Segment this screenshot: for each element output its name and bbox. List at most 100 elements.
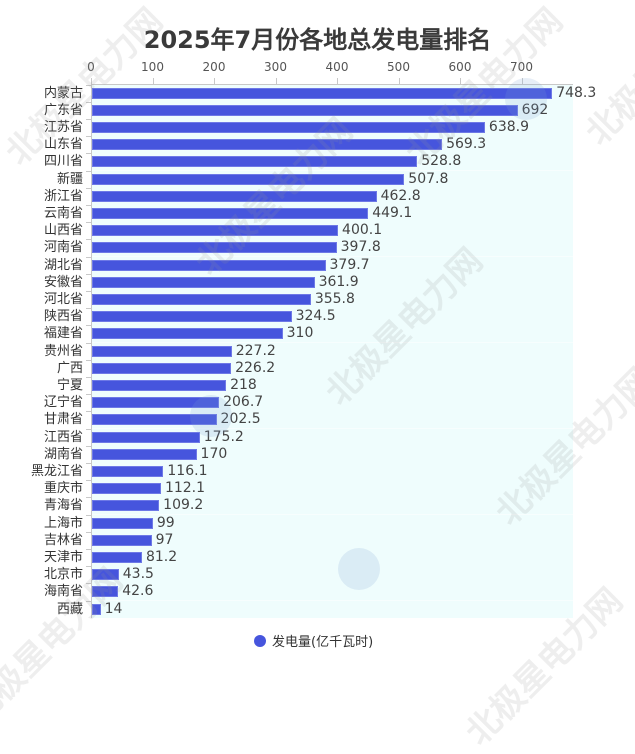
row-stripe [92,497,573,515]
bar-row: 河南省 397.8 [0,239,635,257]
row-stripe [92,583,573,601]
bar-row: 海南省 42.6 [0,583,635,601]
bar[interactable] [92,603,101,615]
value-label: 310 [286,325,314,342]
value-label: 43.5 [122,566,154,583]
bar-row: 贵州省 227.2 [0,342,635,360]
bar[interactable] [92,173,405,185]
value-label: 175.2 [203,428,244,445]
bar[interactable] [92,328,283,340]
y-tick [86,273,91,275]
category-label: 河北省 [43,291,83,307]
bar-row: 广东省 692 [0,101,635,119]
value-label: 218 [230,376,257,393]
category-label: 宁夏 [56,377,83,393]
bar-row: 湖南省 170 [0,445,635,463]
value-label: 227.2 [235,342,276,359]
bar-row: 江苏省 638.9 [0,118,635,137]
bar-row: 河北省 355.8 [0,290,635,309]
value-label: 42.6 [122,583,154,600]
value-label: 692 [521,101,549,118]
category-label: 江苏省 [43,119,83,135]
bar[interactable] [92,276,315,288]
y-tick [86,101,91,103]
x-tick [337,78,338,84]
category-label: 天津市 [43,549,83,565]
bar[interactable] [92,431,200,443]
legend[interactable]: 发电量(亿千瓦时) [254,631,373,650]
value-label: 638.9 [488,118,530,135]
bar[interactable] [92,414,217,426]
value-label: 355.8 [314,290,355,307]
bar[interactable] [92,104,518,116]
x-tick-label: 0 [87,60,95,74]
bar[interactable] [92,190,377,202]
bar-row: 山西省 400.1 [0,222,635,240]
category-label: 山西省 [43,223,83,239]
value-label: 361.9 [318,273,359,290]
bar-row: 辽宁省 206.7 [0,394,635,412]
y-tick [86,462,91,464]
bar[interactable] [92,225,339,237]
bar[interactable] [92,465,164,477]
category-label: 湖南省 [43,446,83,462]
value-label: 14 [104,600,123,617]
value-label: 202.5 [220,411,261,428]
bar[interactable] [92,397,220,409]
category-label: 吉林省 [43,532,83,548]
y-tick [86,359,91,361]
y-tick [86,583,91,585]
bar[interactable] [92,379,227,391]
row-stripe [92,480,573,498]
y-tick [86,222,91,224]
category-label: 陕西省 [43,309,83,325]
bar-row: 江西省 175.2 [0,428,635,446]
bar[interactable] [92,293,311,305]
y-tick [86,204,91,206]
x-tick-label: 400 [325,60,349,74]
value-label: 109.2 [163,497,204,514]
bar-row: 浙江省 462.8 [0,187,635,205]
value-label: 226.2 [235,359,276,376]
x-tick-label: 700 [510,60,533,74]
bar[interactable] [92,569,119,581]
bar[interactable] [92,242,337,254]
row-stripe [92,531,573,549]
x-tick [460,78,461,84]
bar[interactable] [92,517,153,529]
bar[interactable] [92,483,161,495]
bar-row: 重庆市 112.1 [0,480,635,498]
y-tick [86,428,91,430]
bar[interactable] [92,551,142,563]
category-label: 云南省 [43,205,83,221]
category-label: 甘肃省 [43,412,83,428]
bar[interactable] [92,362,232,374]
bar[interactable] [92,534,152,546]
y-tick [86,531,91,533]
bar[interactable] [92,345,232,357]
bar-row: 新疆 507.8 [0,170,635,188]
bar[interactable] [92,586,119,598]
value-label: 116.1 [167,462,208,479]
bar[interactable] [92,121,485,133]
bar[interactable] [92,259,326,271]
category-label: 江西省 [43,429,83,445]
value-label: 206.7 [223,394,264,411]
bar[interactable] [92,207,369,219]
value-label: 507.8 [408,170,449,187]
bar[interactable] [92,87,553,99]
y-tick [86,290,91,292]
row-stripe [92,566,573,584]
value-label: 462.8 [380,187,421,204]
y-tick [86,394,91,396]
x-tick [275,78,277,84]
y-tick [86,325,91,327]
y-tick [86,376,91,378]
bar[interactable] [92,156,418,168]
bar[interactable] [92,500,160,512]
bar[interactable] [92,139,443,151]
bar[interactable] [92,448,197,460]
category-label: 新疆 [56,171,83,187]
category-label: 海南省 [43,584,83,600]
bar[interactable] [92,311,292,323]
